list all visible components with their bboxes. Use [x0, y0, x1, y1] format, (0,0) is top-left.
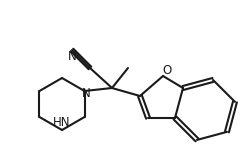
Text: N: N [68, 49, 76, 63]
Text: N: N [82, 87, 91, 100]
Text: HN: HN [53, 116, 71, 128]
Text: O: O [162, 64, 172, 76]
